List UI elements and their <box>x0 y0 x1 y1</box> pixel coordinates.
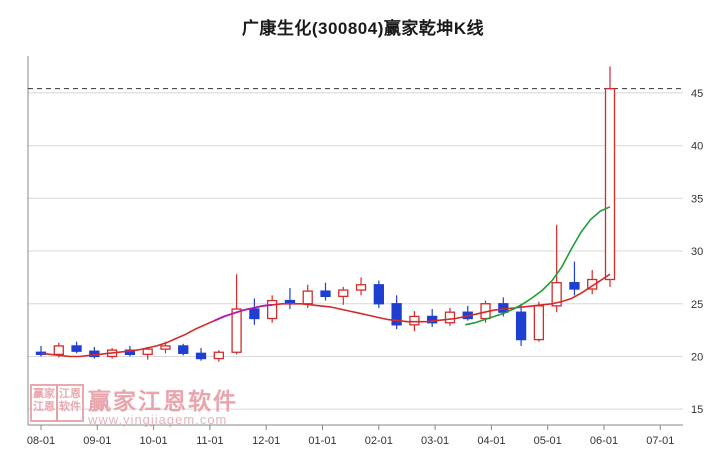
svg-text:06-01: 06-01 <box>590 435 618 447</box>
y-axis-labels: 15 20 25 30 35 40 45 <box>691 88 703 416</box>
svg-text:05-01: 05-01 <box>534 435 562 447</box>
grid-lines <box>27 56 683 426</box>
svg-text:40: 40 <box>691 141 703 153</box>
svg-text:11-01: 11-01 <box>196 435 223 447</box>
x-axis: 08-01 09-01 10-01 11-01 12-01 01-01 02-01 03-01… <box>27 425 674 447</box>
svg-text:30: 30 <box>691 246 703 258</box>
svg-text:04-01: 04-01 <box>477 435 505 447</box>
svg-text:02-01: 02-01 <box>365 435 393 447</box>
watermark-brand: 赢家江恩软件 <box>88 388 238 414</box>
svg-text:01-01: 01-01 <box>308 435 336 447</box>
svg-text:12-01: 12-01 <box>252 435 280 447</box>
watermark-url: www.yingjiagem.com <box>88 412 228 427</box>
svg-text:07-01: 07-01 <box>646 435 674 447</box>
moving-average-lines <box>40 206 611 358</box>
svg-text:25: 25 <box>691 299 703 311</box>
watermark-seal-left: 赢家 江恩 <box>30 384 58 422</box>
svg-text:45: 45 <box>691 88 703 100</box>
svg-text:35: 35 <box>691 193 703 205</box>
svg-text:20: 20 <box>691 351 703 363</box>
svg-text:10-01: 10-01 <box>140 435 168 447</box>
svg-text:15: 15 <box>691 404 703 416</box>
svg-text:08-01: 08-01 <box>27 435 55 447</box>
watermark-seal-right: 江恩 软件 <box>56 384 84 422</box>
page-title: 广康生化(300804)赢家乾坤K线 <box>241 19 485 38</box>
svg-text:09-01: 09-01 <box>83 435 111 447</box>
svg-text:03-01: 03-01 <box>421 435 449 447</box>
candlestick-series <box>35 66 616 362</box>
